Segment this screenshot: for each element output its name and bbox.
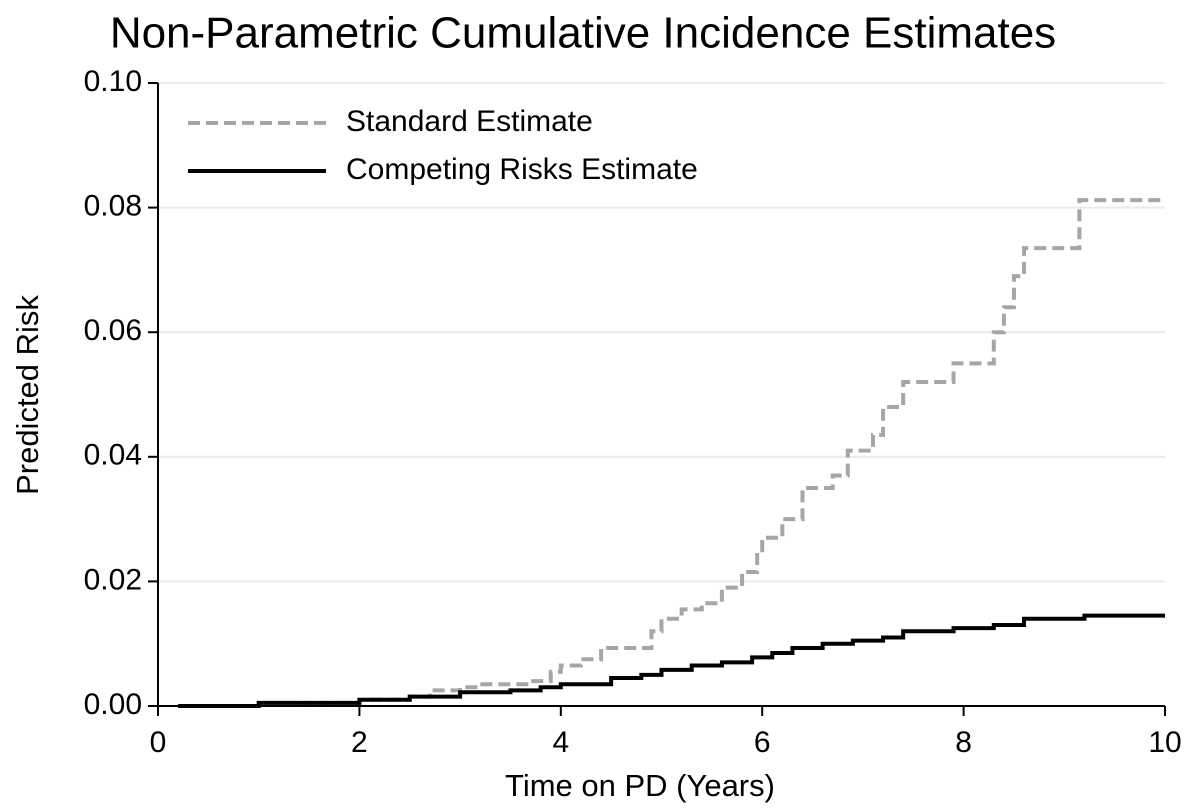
y-axis-label: Predicted Risk — [10, 295, 45, 495]
y-tick-label: 0.10 — [84, 65, 142, 98]
y-tick-label: 0.08 — [84, 190, 142, 223]
x-tick-label: 8 — [955, 726, 972, 759]
legend-label: Competing Risks Estimate — [346, 153, 698, 186]
x-axis-label: Time on PD (Years) — [505, 768, 775, 803]
series-line — [178, 613, 1165, 708]
y-tick-label: 0.02 — [84, 563, 142, 596]
y-tick-label: 0.06 — [84, 314, 142, 347]
x-tick-label: 6 — [754, 726, 771, 759]
series-line — [178, 198, 1165, 708]
x-tick-label: 4 — [552, 726, 569, 759]
y-tick-label: 0.00 — [84, 688, 142, 721]
y-tick-label: 0.04 — [84, 439, 142, 472]
x-tick-label: 0 — [150, 726, 167, 759]
legend-label: Standard Estimate — [346, 105, 593, 138]
chart-title: Non-Parametric Cumulative Incidence Esti… — [110, 9, 1056, 58]
x-tick-label: 10 — [1148, 726, 1181, 759]
x-tick-label: 2 — [351, 726, 368, 759]
